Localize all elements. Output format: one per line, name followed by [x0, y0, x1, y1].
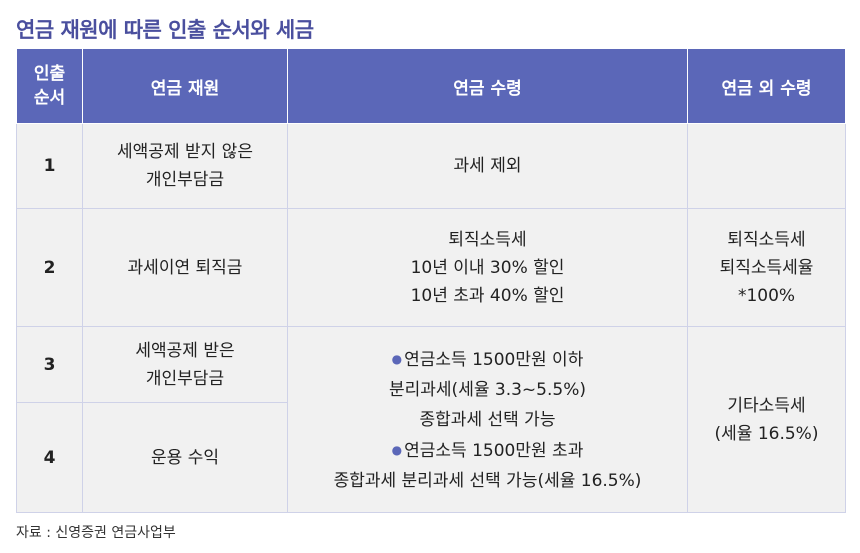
header-order: 인출 순서 — [16, 48, 83, 124]
withdrawal-tax-table: 인출 순서 연금 재원 연금 수령 연금 외 수령 1 세액공제 받지 않은 개… — [16, 48, 846, 513]
source-cell: 과세이연 퇴직금 — [82, 208, 288, 327]
order-cell: 4 — [16, 402, 83, 513]
non-pension-receipt-cell: 퇴직소득세 퇴직소득세율 *100% — [687, 208, 846, 327]
non-pension-receipt-cell — [687, 123, 846, 209]
table-row: 3 세액공제 받은 개인부담금 ● 연금소득 1500만원 이하 분리과세(세율 … — [16, 326, 846, 513]
page-title: 연금 재원에 따른 인출 순서와 세금 — [16, 18, 314, 42]
header-pension-receipt: 연금 수령 — [287, 48, 688, 124]
table-row: 2 과세이연 퇴직금 퇴직소득세 10년 이내 30% 할인 10년 초과 40… — [16, 208, 846, 327]
bullet-detail: 분리과세(세율 3.3~5.5%) 종합과세 선택 가능 — [389, 379, 586, 430]
bullet-icon: ● — [391, 442, 403, 457]
pension-receipt-cell: 과세 제외 — [287, 123, 688, 209]
source-note: 자료 : 신영증권 연금사업부 — [16, 525, 176, 541]
table-header-row: 인출 순서 연금 재원 연금 수령 연금 외 수령 — [16, 48, 846, 124]
table-row: 1 세액공제 받지 않은 개인부담금 과세 제외 — [16, 123, 846, 209]
pension-receipt-cell: 퇴직소득세 10년 이내 30% 할인 10년 초과 40% 할인 — [287, 208, 688, 327]
table-row: 4 운용 수익 — [16, 402, 846, 513]
source-cell: 운용 수익 — [82, 402, 288, 513]
order-cell: 3 — [16, 326, 83, 403]
bullet-item: ● 연금소득 1500만원 초과 — [294, 435, 681, 466]
bullet-item: ● 연금소득 1500만원 이하 — [294, 344, 681, 375]
header-source: 연금 재원 — [82, 48, 288, 124]
bullet-detail: 종합과세 분리과세 선택 가능(세율 16.5%) — [333, 470, 642, 491]
bullet-text: 연금소득 1500만원 초과 — [404, 440, 584, 461]
header-non-pension-receipt: 연금 외 수령 — [687, 48, 846, 124]
merged-pension-receipt-cell: ● 연금소득 1500만원 이하 분리과세(세율 3.3~5.5%) 종합과세 선… — [287, 326, 688, 513]
source-cell: 세액공제 받은 개인부담금 — [82, 326, 288, 403]
merged-non-pension-receipt-cell: 기타소득세 (세율 16.5%) — [687, 326, 846, 513]
order-cell: 1 — [16, 123, 83, 209]
source-cell: 세액공제 받지 않은 개인부담금 — [82, 123, 288, 209]
bullet-text: 연금소득 1500만원 이하 — [404, 349, 584, 370]
order-cell: 2 — [16, 208, 83, 327]
bullet-icon: ● — [391, 351, 403, 366]
